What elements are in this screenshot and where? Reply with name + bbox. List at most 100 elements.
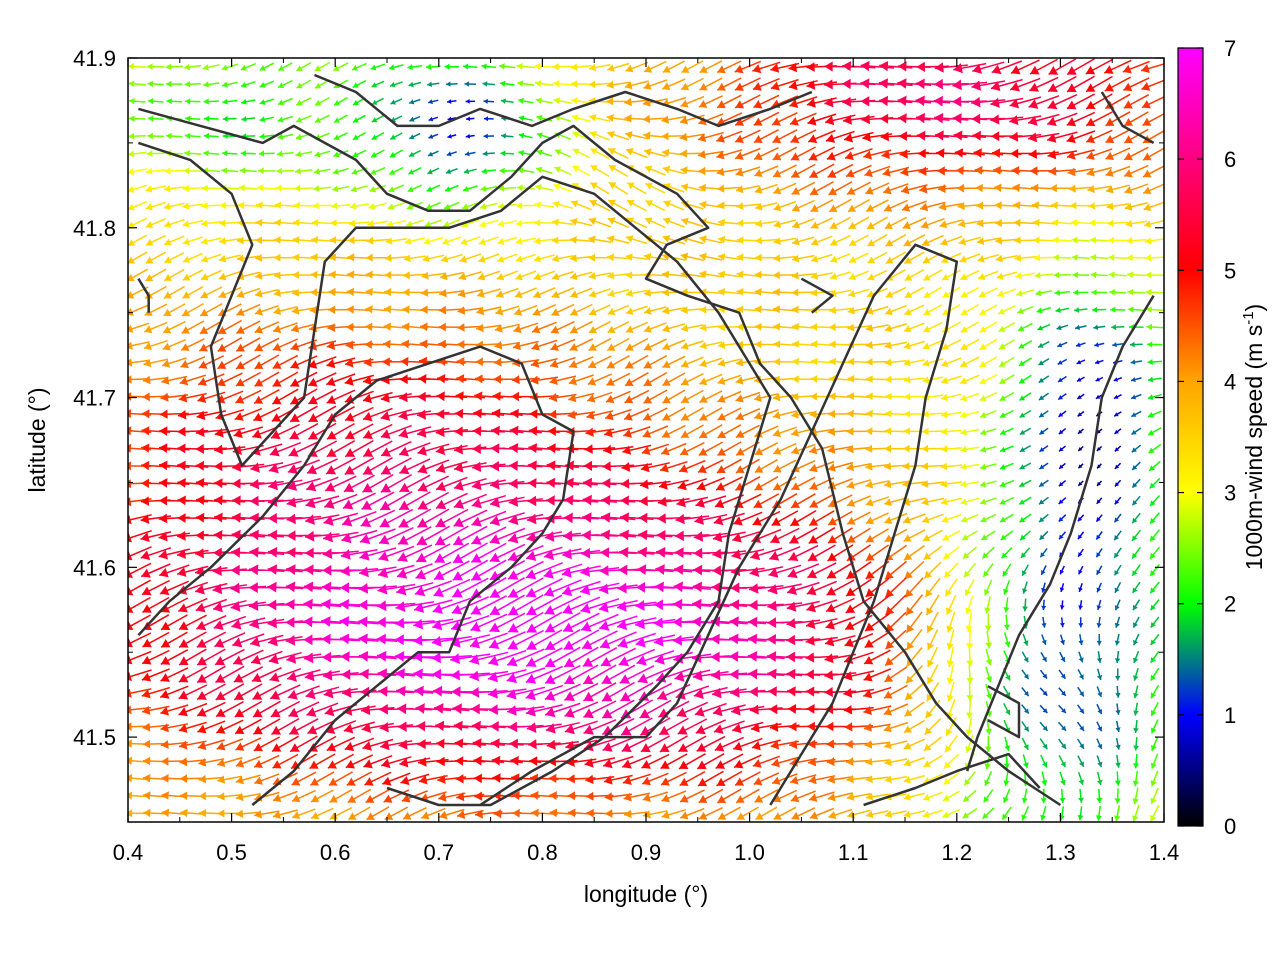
wind-arrow [1029, 58, 1058, 75]
wind-arrow-head [128, 150, 135, 158]
wind-arrow [295, 97, 312, 106]
wind-arrow [427, 81, 440, 87]
wind-arrow [1142, 112, 1164, 127]
wind-arrow-head [842, 61, 852, 72]
wind-arrow [753, 147, 779, 161]
wind-arrow-head [259, 116, 266, 123]
wind-arrow-head [334, 117, 340, 123]
wind-arrow-head [608, 148, 616, 156]
wind-arrow [314, 114, 330, 123]
wind-arrow [128, 63, 147, 70]
wind-arrow-head [861, 114, 870, 125]
wind-arrow-head [1086, 134, 1096, 144]
wind-arrow-head [259, 133, 265, 140]
wind-arrow-head [129, 98, 135, 105]
wind-arrow-head [1085, 65, 1096, 75]
wind-arrow-head [314, 65, 322, 72]
wind-arrow-head [879, 61, 889, 72]
wind-arrow [166, 80, 183, 88]
wind-arrow-head [295, 150, 302, 158]
wind-arrow-head [334, 99, 341, 106]
wind-arrow-head [842, 78, 851, 90]
wind-arrow-head [734, 64, 744, 74]
wind-arrow-head [536, 149, 543, 156]
wind-arrow-head [754, 152, 763, 161]
wind-arrow-head [464, 81, 469, 87]
wind-arrow [879, 95, 913, 107]
wind-arrow-head [258, 150, 265, 157]
wind-arrow [1048, 58, 1077, 76]
wind-arrow [408, 132, 421, 140]
wind-arrow [772, 146, 798, 161]
wind-arrow-head [314, 151, 321, 158]
wind-arrow [447, 99, 457, 104]
wind-arrow [444, 63, 460, 70]
wind-arrow-head [753, 135, 763, 143]
wind-arrow-head [624, 114, 632, 123]
wind-arrow-head [991, 131, 1000, 142]
wind-arrow-head [428, 116, 434, 122]
wind-arrow-head [933, 95, 943, 107]
wind-arrow [128, 80, 146, 88]
wind-arrow [606, 114, 631, 122]
wind-arrow-head [447, 134, 452, 139]
wind-arrow [351, 62, 367, 71]
wind-arrow-head [824, 97, 834, 108]
wind-arrow [536, 149, 553, 157]
wind-arrow-head [352, 82, 359, 88]
wind-arrow [184, 63, 202, 71]
wind-arrow-head [1066, 134, 1076, 144]
wind-arrow-head [607, 64, 615, 72]
wind-arrow-head [408, 151, 415, 157]
wind-arrow-head [788, 62, 797, 73]
wind-arrow [789, 96, 818, 108]
wind-arrow-head [770, 81, 780, 91]
wind-arrow-head [824, 79, 833, 90]
wind-arrow [753, 111, 780, 126]
wind-arrow [146, 150, 165, 158]
wind-arrow-head [203, 150, 209, 157]
wind-arrow-head [1048, 66, 1059, 75]
wind-arrow [241, 116, 256, 122]
wind-arrow-head [952, 113, 962, 124]
wind-arrow [697, 150, 724, 159]
wind-arrow-head [1047, 100, 1058, 110]
wind-arrow [352, 80, 367, 89]
wind-arrow [536, 132, 552, 140]
wind-arrow [184, 150, 202, 157]
wind-arrow-head [446, 151, 452, 157]
wind-arrow-head [1104, 83, 1114, 92]
wind-arrow-head [259, 65, 266, 71]
wind-arrow-head [518, 150, 524, 156]
wind-arrow-head [333, 151, 340, 158]
wind-arrow-head [371, 117, 378, 123]
wind-arrow [408, 98, 421, 105]
wind-arrow [699, 60, 723, 74]
wind-arrow [572, 148, 591, 159]
wind-arrow-head [371, 134, 378, 140]
wind-arrow [934, 62, 968, 73]
wind-arrow [203, 150, 220, 157]
wind-arrow-head [897, 61, 907, 72]
wind-arrow [146, 63, 165, 70]
wind-arrow [642, 114, 668, 124]
wind-arrow [734, 94, 761, 109]
wind-arrow [662, 78, 686, 91]
wind-arrow-head [643, 131, 651, 140]
wind-arrow-head [1122, 64, 1132, 74]
wind-arrow [680, 95, 705, 108]
wind-arrow-head [1009, 131, 1019, 142]
wind-arrow-head [699, 65, 708, 73]
wind-arrow [588, 63, 611, 72]
wind-arrow-head [717, 65, 726, 74]
wind-arrow [570, 80, 592, 88]
wind-arrow [408, 149, 421, 158]
wind-arrow-head [352, 151, 359, 158]
wind-arrow-head [1141, 82, 1151, 91]
wind-arrow-head [352, 134, 359, 140]
wind-arrow-head [860, 78, 870, 89]
wind-arrow-head [679, 132, 688, 142]
wind-arrow [588, 80, 611, 89]
wind-arrow-head [972, 63, 982, 74]
wind-arrow [643, 60, 667, 73]
